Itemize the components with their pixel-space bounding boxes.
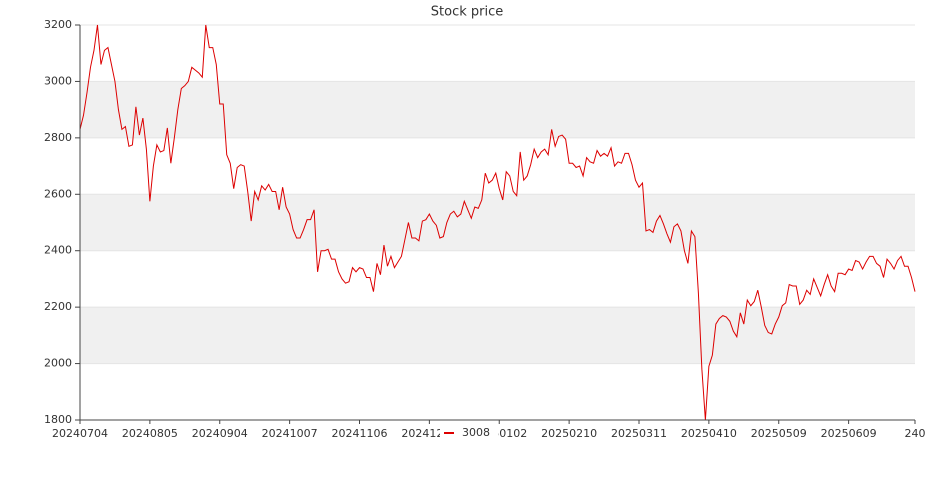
x-tick-label: 20240704 <box>52 427 108 440</box>
x-tick-label: 20250410 <box>681 427 737 440</box>
bands <box>80 81 915 364</box>
grid-band <box>80 194 915 251</box>
x-tick-label: 20250210 <box>541 427 597 440</box>
marks <box>79 24 916 421</box>
y-tick-label: 1800 <box>44 413 72 426</box>
y-tick-label: 2400 <box>44 244 72 257</box>
x-tick-label: 20250609 <box>821 427 877 440</box>
legend-label: 3008 <box>462 426 490 439</box>
y-tick-label: 2800 <box>44 131 72 144</box>
chart-title: Stock price <box>431 5 503 20</box>
legend-box <box>440 425 498 441</box>
grid-band <box>80 307 915 364</box>
x-tick-label: 20250311 <box>611 427 667 440</box>
grid-band <box>80 81 915 138</box>
y-tick-label: 3000 <box>44 74 72 87</box>
line-series <box>79 24 916 421</box>
x-tick-label: 20240805 <box>122 427 178 440</box>
x-tick-label: 20241007 <box>262 427 318 440</box>
legend: 3008 <box>440 425 498 441</box>
y-tick-label: 2000 <box>44 357 72 370</box>
y-tick-label: 2200 <box>44 300 72 313</box>
x-tick-label: 20250509 <box>751 427 807 440</box>
x-tick-label: 20241106 <box>331 427 387 440</box>
x-tick-label: 20240904 <box>192 427 248 440</box>
y-tick-label: 3200 <box>44 18 72 31</box>
y-tick-label: 2600 <box>44 187 72 200</box>
grid <box>80 24 915 421</box>
x-tick-label: 240 <box>905 427 926 440</box>
